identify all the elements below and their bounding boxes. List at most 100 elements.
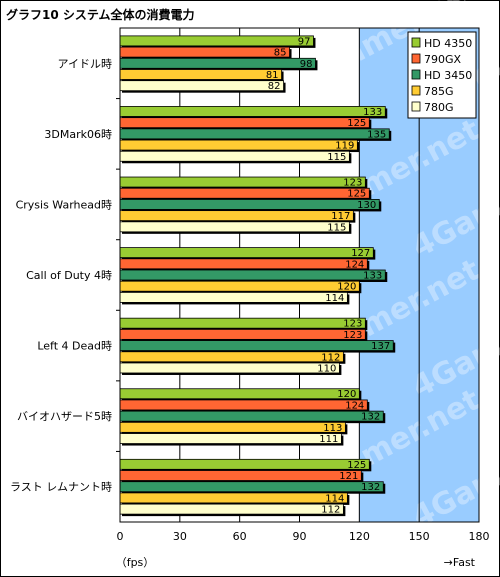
category-label: Call of Duty 4時 bbox=[26, 269, 112, 282]
bar-value-label: 137 bbox=[371, 341, 390, 352]
bar-value-label: 112 bbox=[321, 505, 340, 516]
bar bbox=[119, 247, 374, 259]
bar bbox=[119, 69, 282, 80]
bar bbox=[119, 317, 366, 329]
bar-value-label: 125 bbox=[347, 118, 366, 129]
bar-value-label: 125 bbox=[347, 460, 366, 471]
x-axis-note: →Fast bbox=[444, 556, 476, 569]
bar-value-label: 123 bbox=[343, 330, 362, 341]
legend-swatch bbox=[411, 69, 421, 80]
bar-value-label: 123 bbox=[343, 178, 362, 189]
legend-swatch bbox=[411, 101, 421, 112]
bar-value-label: 133 bbox=[363, 107, 382, 118]
bar bbox=[119, 176, 366, 188]
bar bbox=[119, 492, 348, 504]
x-axis-label: （fps） bbox=[116, 556, 155, 569]
legend-label: 790GX bbox=[424, 53, 462, 66]
bar-value-label: 85 bbox=[274, 48, 287, 59]
bar-value-label: 132 bbox=[361, 412, 380, 423]
category-label: ラスト レムナント時 bbox=[10, 481, 112, 494]
bar bbox=[119, 57, 316, 69]
bar bbox=[119, 340, 394, 351]
bar-value-label: 112 bbox=[321, 352, 340, 363]
category-label: Left 4 Dead時 bbox=[37, 340, 112, 353]
x-tick-label: 150 bbox=[409, 530, 430, 543]
bar-value-label: 127 bbox=[351, 248, 370, 259]
bar bbox=[119, 362, 340, 374]
bar bbox=[119, 187, 370, 199]
bar-value-label: 125 bbox=[347, 189, 366, 200]
bar bbox=[119, 351, 344, 363]
bar bbox=[119, 280, 360, 292]
legend-swatch bbox=[411, 53, 421, 64]
x-tick-label: 0 bbox=[117, 530, 124, 543]
bar-value-label: 97 bbox=[298, 36, 311, 47]
bar bbox=[119, 117, 370, 129]
x-tick-label: 30 bbox=[173, 530, 187, 543]
bar bbox=[119, 221, 350, 233]
bar-value-label: 124 bbox=[345, 259, 364, 270]
bar-value-label: 111 bbox=[319, 434, 338, 445]
bar-value-label: 110 bbox=[317, 363, 336, 374]
bar bbox=[119, 399, 368, 411]
bar-value-label: 132 bbox=[361, 482, 380, 493]
bar bbox=[119, 433, 342, 444]
bar bbox=[119, 46, 290, 58]
bar bbox=[119, 35, 314, 47]
bar bbox=[119, 421, 346, 433]
bar bbox=[119, 210, 354, 222]
bar-value-label: 113 bbox=[323, 423, 342, 434]
bar-value-label: 117 bbox=[331, 211, 350, 222]
bar-value-label: 120 bbox=[337, 389, 356, 400]
legend-swatch bbox=[411, 85, 421, 96]
bar-value-label: 121 bbox=[339, 471, 358, 482]
legend-swatch bbox=[411, 37, 421, 48]
bar-value-label: 135 bbox=[367, 129, 386, 140]
bar bbox=[119, 388, 360, 400]
bar bbox=[119, 481, 384, 493]
category-label: アイドル時 bbox=[58, 57, 112, 70]
x-tick-label: 60 bbox=[233, 530, 247, 543]
chart-title: グラフ10 システム全体の消費電力 bbox=[6, 7, 195, 22]
bar bbox=[119, 106, 386, 117]
bar-value-label: 133 bbox=[363, 271, 382, 282]
plot-border bbox=[119, 27, 480, 523]
bar-value-label: 98 bbox=[300, 59, 313, 70]
bar-value-label: 115 bbox=[327, 222, 346, 233]
bar bbox=[119, 410, 384, 422]
bar-value-label: 119 bbox=[335, 141, 354, 152]
bar bbox=[119, 470, 362, 481]
legend-label: 780G bbox=[424, 101, 454, 114]
legend-label: HD 4350 bbox=[424, 37, 472, 50]
bar-value-label: 120 bbox=[337, 282, 356, 293]
bar bbox=[119, 503, 344, 515]
bar-value-label: 123 bbox=[343, 319, 362, 330]
bar bbox=[119, 80, 284, 92]
bar-value-label: 81 bbox=[266, 70, 279, 81]
bar-value-label: 124 bbox=[345, 400, 364, 411]
bar-value-label: 130 bbox=[357, 200, 376, 211]
bar bbox=[119, 128, 390, 140]
bar bbox=[119, 458, 370, 470]
bar bbox=[119, 139, 358, 151]
bar-value-label: 82 bbox=[268, 81, 281, 92]
category-label: 3DMark06時 bbox=[44, 128, 112, 141]
category-label: Crysis Warhead時 bbox=[16, 198, 112, 211]
bar-value-label: 115 bbox=[327, 152, 346, 163]
bar bbox=[119, 199, 380, 210]
bar bbox=[119, 291, 348, 303]
bar bbox=[119, 258, 368, 270]
bar bbox=[119, 269, 386, 281]
category-label: バイオハザード5時 bbox=[17, 410, 112, 423]
bar bbox=[119, 328, 366, 340]
bar-value-label: 114 bbox=[325, 293, 344, 304]
legend-label: HD 3450 bbox=[424, 69, 472, 82]
bar bbox=[119, 150, 350, 162]
x-tick-label: 120 bbox=[349, 530, 370, 543]
bar-value-label: 114 bbox=[325, 493, 344, 504]
x-tick-label: 180 bbox=[469, 530, 490, 543]
legend-label: 785G bbox=[424, 85, 454, 98]
x-tick-label: 90 bbox=[293, 530, 307, 543]
